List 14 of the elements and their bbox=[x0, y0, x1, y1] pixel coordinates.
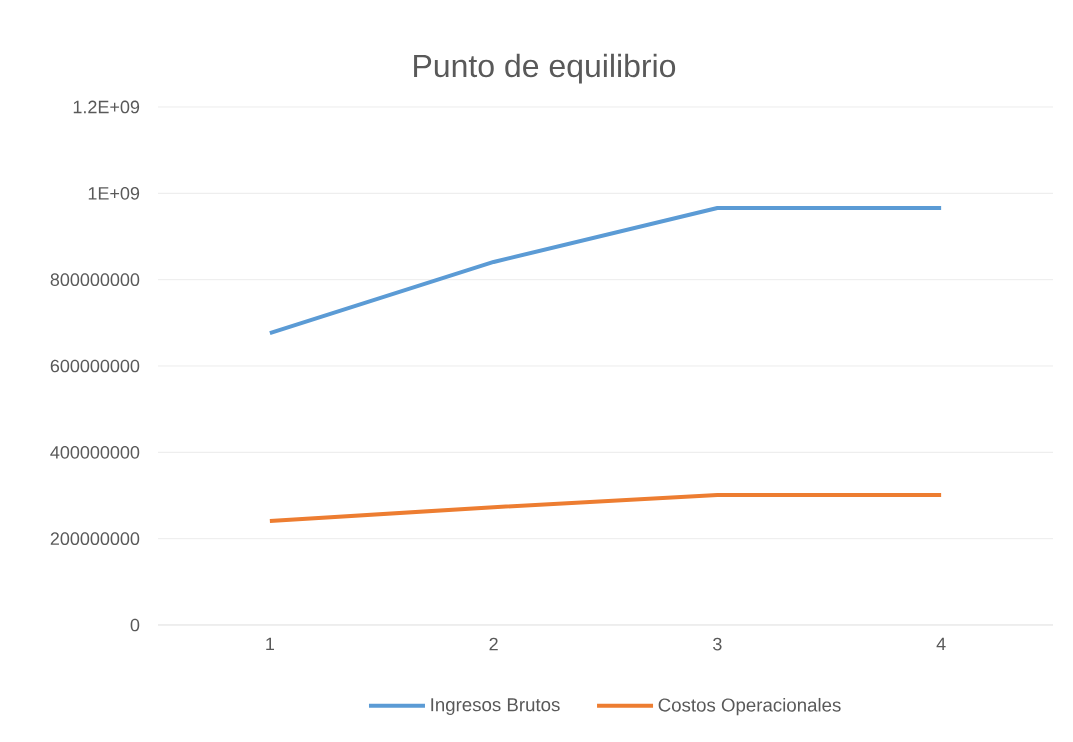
x-tick-label: 1 bbox=[266, 637, 275, 651]
y-tick-label: 1.2E+09 bbox=[73, 100, 140, 114]
legend-label: Costos Operacionales bbox=[658, 697, 841, 716]
y-tick-label: 400000000 bbox=[50, 445, 140, 459]
x-tick-label: 2 bbox=[489, 637, 498, 651]
y-tick-label: 1E+09 bbox=[88, 186, 140, 200]
y-tick-label: 200000000 bbox=[50, 532, 140, 546]
y-tick-label: 0 bbox=[130, 618, 140, 632]
y-tick-label: 800000000 bbox=[50, 273, 140, 287]
chart-title: Punto de equilibrio bbox=[414, 53, 676, 84]
x-tick-label: 4 bbox=[936, 637, 946, 651]
y-tick-label: 600000000 bbox=[50, 359, 140, 373]
legend-label: Ingresos Brutos bbox=[431, 698, 560, 715]
x-tick-label: 3 bbox=[713, 637, 722, 651]
